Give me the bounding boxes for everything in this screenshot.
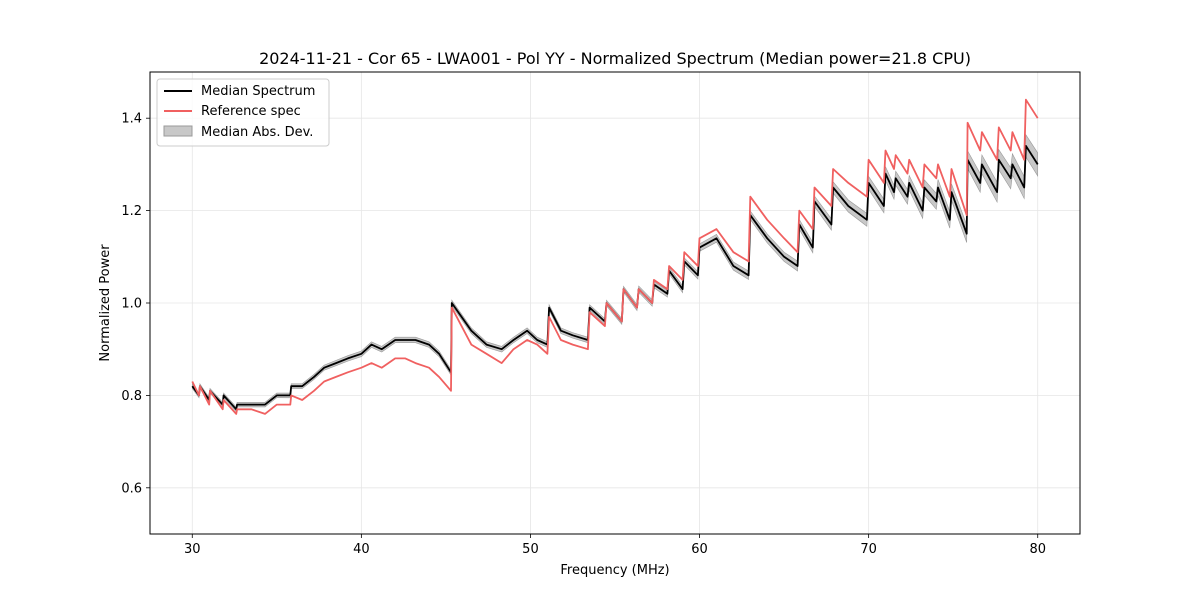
chart-title: 2024-11-21 - Cor 65 - LWA001 - Pol YY - … [259, 49, 971, 68]
x-tick-label: 70 [860, 542, 877, 557]
x-tick-label: 80 [1029, 542, 1046, 557]
legend: Median Spectrum Reference spec Median Ab… [156, 78, 330, 147]
legend-mad-swatch [163, 125, 193, 137]
x-tick-label: 40 [353, 542, 370, 557]
plot-data [191, 98, 1039, 415]
x-tick-label: 30 [184, 542, 201, 557]
y-axis-label: Normalized Power [98, 244, 113, 362]
axis-ticks: 30 40 50 60 70 80 0.6 0.8 1.0 1.2 1.4 [121, 112, 1046, 557]
y-tick-label: 1.0 [121, 297, 142, 312]
legend-box [156, 78, 330, 147]
x-tick-label: 60 [691, 542, 708, 557]
y-tick-label: 0.8 [121, 389, 142, 404]
legend-mad-label: Median Abs. Dev. [201, 125, 313, 140]
x-tick-label: 50 [522, 542, 539, 557]
legend-reference-label: Reference spec [201, 104, 301, 119]
grid [150, 72, 1080, 534]
y-tick-label: 1.2 [121, 204, 142, 219]
reference-spec-line [191, 98, 1039, 415]
mad-band [192, 133, 1038, 413]
legend-median-label: Median Spectrum [201, 84, 315, 99]
y-tick-label: 0.6 [121, 481, 142, 496]
y-tick-label: 1.4 [121, 112, 142, 127]
x-axis-label: Frequency (MHz) [560, 563, 669, 578]
